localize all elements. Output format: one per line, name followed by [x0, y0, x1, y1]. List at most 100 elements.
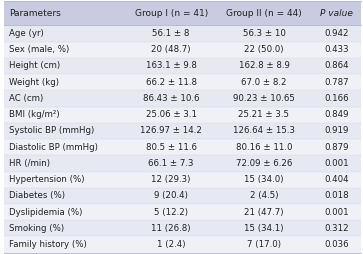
Text: Diabetes (%): Diabetes (%) [9, 192, 65, 200]
Bar [217, 90, 311, 107]
Bar [4, 25, 126, 42]
Text: 11 (26.8): 11 (26.8) [151, 224, 191, 233]
Bar [4, 74, 126, 90]
Text: 7 (17.0): 7 (17.0) [247, 240, 281, 249]
Text: 162.8 ± 8.9: 162.8 ± 8.9 [238, 61, 289, 71]
Bar [126, 90, 217, 107]
Bar [217, 58, 311, 74]
Bar [311, 42, 361, 58]
Text: HR (/min): HR (/min) [9, 159, 50, 168]
Text: 25.06 ± 3.1: 25.06 ± 3.1 [146, 110, 197, 119]
Text: 66.2 ± 11.8: 66.2 ± 11.8 [146, 78, 197, 87]
Bar [217, 204, 311, 220]
Bar [4, 58, 126, 74]
Text: 25.21 ± 3.5: 25.21 ± 3.5 [238, 110, 289, 119]
Text: 0.879: 0.879 [324, 143, 348, 152]
Text: Diastolic BP (mmHg): Diastolic BP (mmHg) [9, 143, 98, 152]
Bar [311, 236, 361, 253]
Bar [217, 25, 311, 42]
Text: Systolic BP (mmHg): Systolic BP (mmHg) [9, 126, 94, 135]
Bar [4, 188, 126, 204]
Bar [4, 139, 126, 155]
Bar [126, 123, 217, 139]
Bar [217, 74, 311, 90]
Text: Group I (n = 41): Group I (n = 41) [135, 9, 208, 18]
Text: 126.97 ± 14.2: 126.97 ± 14.2 [140, 126, 202, 135]
Text: 12 (29.3): 12 (29.3) [151, 175, 191, 184]
Bar [217, 1, 311, 25]
Bar [126, 107, 217, 123]
Text: 80.5 ± 11.6: 80.5 ± 11.6 [146, 143, 197, 152]
Bar [311, 107, 361, 123]
Text: 56.1 ± 8: 56.1 ± 8 [152, 29, 190, 38]
Bar [217, 107, 311, 123]
Bar [217, 171, 311, 188]
Bar [126, 25, 217, 42]
Bar [311, 25, 361, 42]
Text: 2 (4.5): 2 (4.5) [250, 192, 278, 200]
Text: 0.942: 0.942 [324, 29, 348, 38]
Text: Height (cm): Height (cm) [9, 61, 60, 71]
Text: Hypertension (%): Hypertension (%) [9, 175, 84, 184]
Text: 66.1 ± 7.3: 66.1 ± 7.3 [148, 159, 194, 168]
Text: BMI (kg/m²): BMI (kg/m²) [9, 110, 59, 119]
Bar [126, 1, 217, 25]
Bar [126, 188, 217, 204]
Bar [311, 139, 361, 155]
Bar [4, 1, 126, 25]
Bar [217, 220, 311, 236]
Bar [126, 42, 217, 58]
Text: 1 (2.4): 1 (2.4) [157, 240, 185, 249]
Text: AC (cm): AC (cm) [9, 94, 43, 103]
Text: 80.16 ± 11.0: 80.16 ± 11.0 [236, 143, 292, 152]
Bar [311, 58, 361, 74]
Text: 0.018: 0.018 [324, 192, 348, 200]
Bar [126, 236, 217, 253]
Text: 0.787: 0.787 [324, 78, 348, 87]
Text: Smoking (%): Smoking (%) [9, 224, 64, 233]
Bar [311, 123, 361, 139]
Bar [311, 204, 361, 220]
Text: 0.312: 0.312 [324, 224, 348, 233]
Text: 0.404: 0.404 [324, 175, 348, 184]
Bar [311, 220, 361, 236]
Text: 163.1 ± 9.8: 163.1 ± 9.8 [146, 61, 197, 71]
Bar [311, 1, 361, 25]
Text: 5 (12.2): 5 (12.2) [154, 208, 188, 217]
Bar [217, 139, 311, 155]
Bar [4, 171, 126, 188]
Bar [4, 107, 126, 123]
Bar [126, 171, 217, 188]
Bar [311, 74, 361, 90]
Text: 90.23 ± 10.65: 90.23 ± 10.65 [233, 94, 295, 103]
Text: 9 (20.4): 9 (20.4) [154, 192, 188, 200]
Text: 56.3 ± 10: 56.3 ± 10 [242, 29, 285, 38]
Text: 21 (47.7): 21 (47.7) [244, 208, 284, 217]
Text: Group II (n = 44): Group II (n = 44) [226, 9, 302, 18]
Bar [4, 204, 126, 220]
Text: 15 (34.0): 15 (34.0) [244, 175, 284, 184]
Text: 0.919: 0.919 [324, 126, 348, 135]
Bar [4, 123, 126, 139]
Text: 67.0 ± 8.2: 67.0 ± 8.2 [241, 78, 287, 87]
Text: 0.864: 0.864 [324, 61, 348, 71]
Text: 0.001: 0.001 [324, 159, 348, 168]
Bar [311, 155, 361, 171]
Bar [217, 155, 311, 171]
Text: 0.036: 0.036 [324, 240, 348, 249]
Text: Family history (%): Family history (%) [9, 240, 86, 249]
Bar [217, 188, 311, 204]
Text: 0.166: 0.166 [324, 94, 348, 103]
Text: 22 (50.0): 22 (50.0) [244, 45, 284, 54]
Bar [4, 236, 126, 253]
Text: 0.849: 0.849 [324, 110, 348, 119]
Bar [4, 220, 126, 236]
Text: 20 (48.7): 20 (48.7) [151, 45, 191, 54]
Bar [217, 236, 311, 253]
Text: 72.09 ± 6.26: 72.09 ± 6.26 [236, 159, 292, 168]
Bar [4, 42, 126, 58]
Text: Parameters: Parameters [9, 9, 61, 18]
Bar [4, 155, 126, 171]
Text: Sex (male, %): Sex (male, %) [9, 45, 69, 54]
Bar [311, 188, 361, 204]
